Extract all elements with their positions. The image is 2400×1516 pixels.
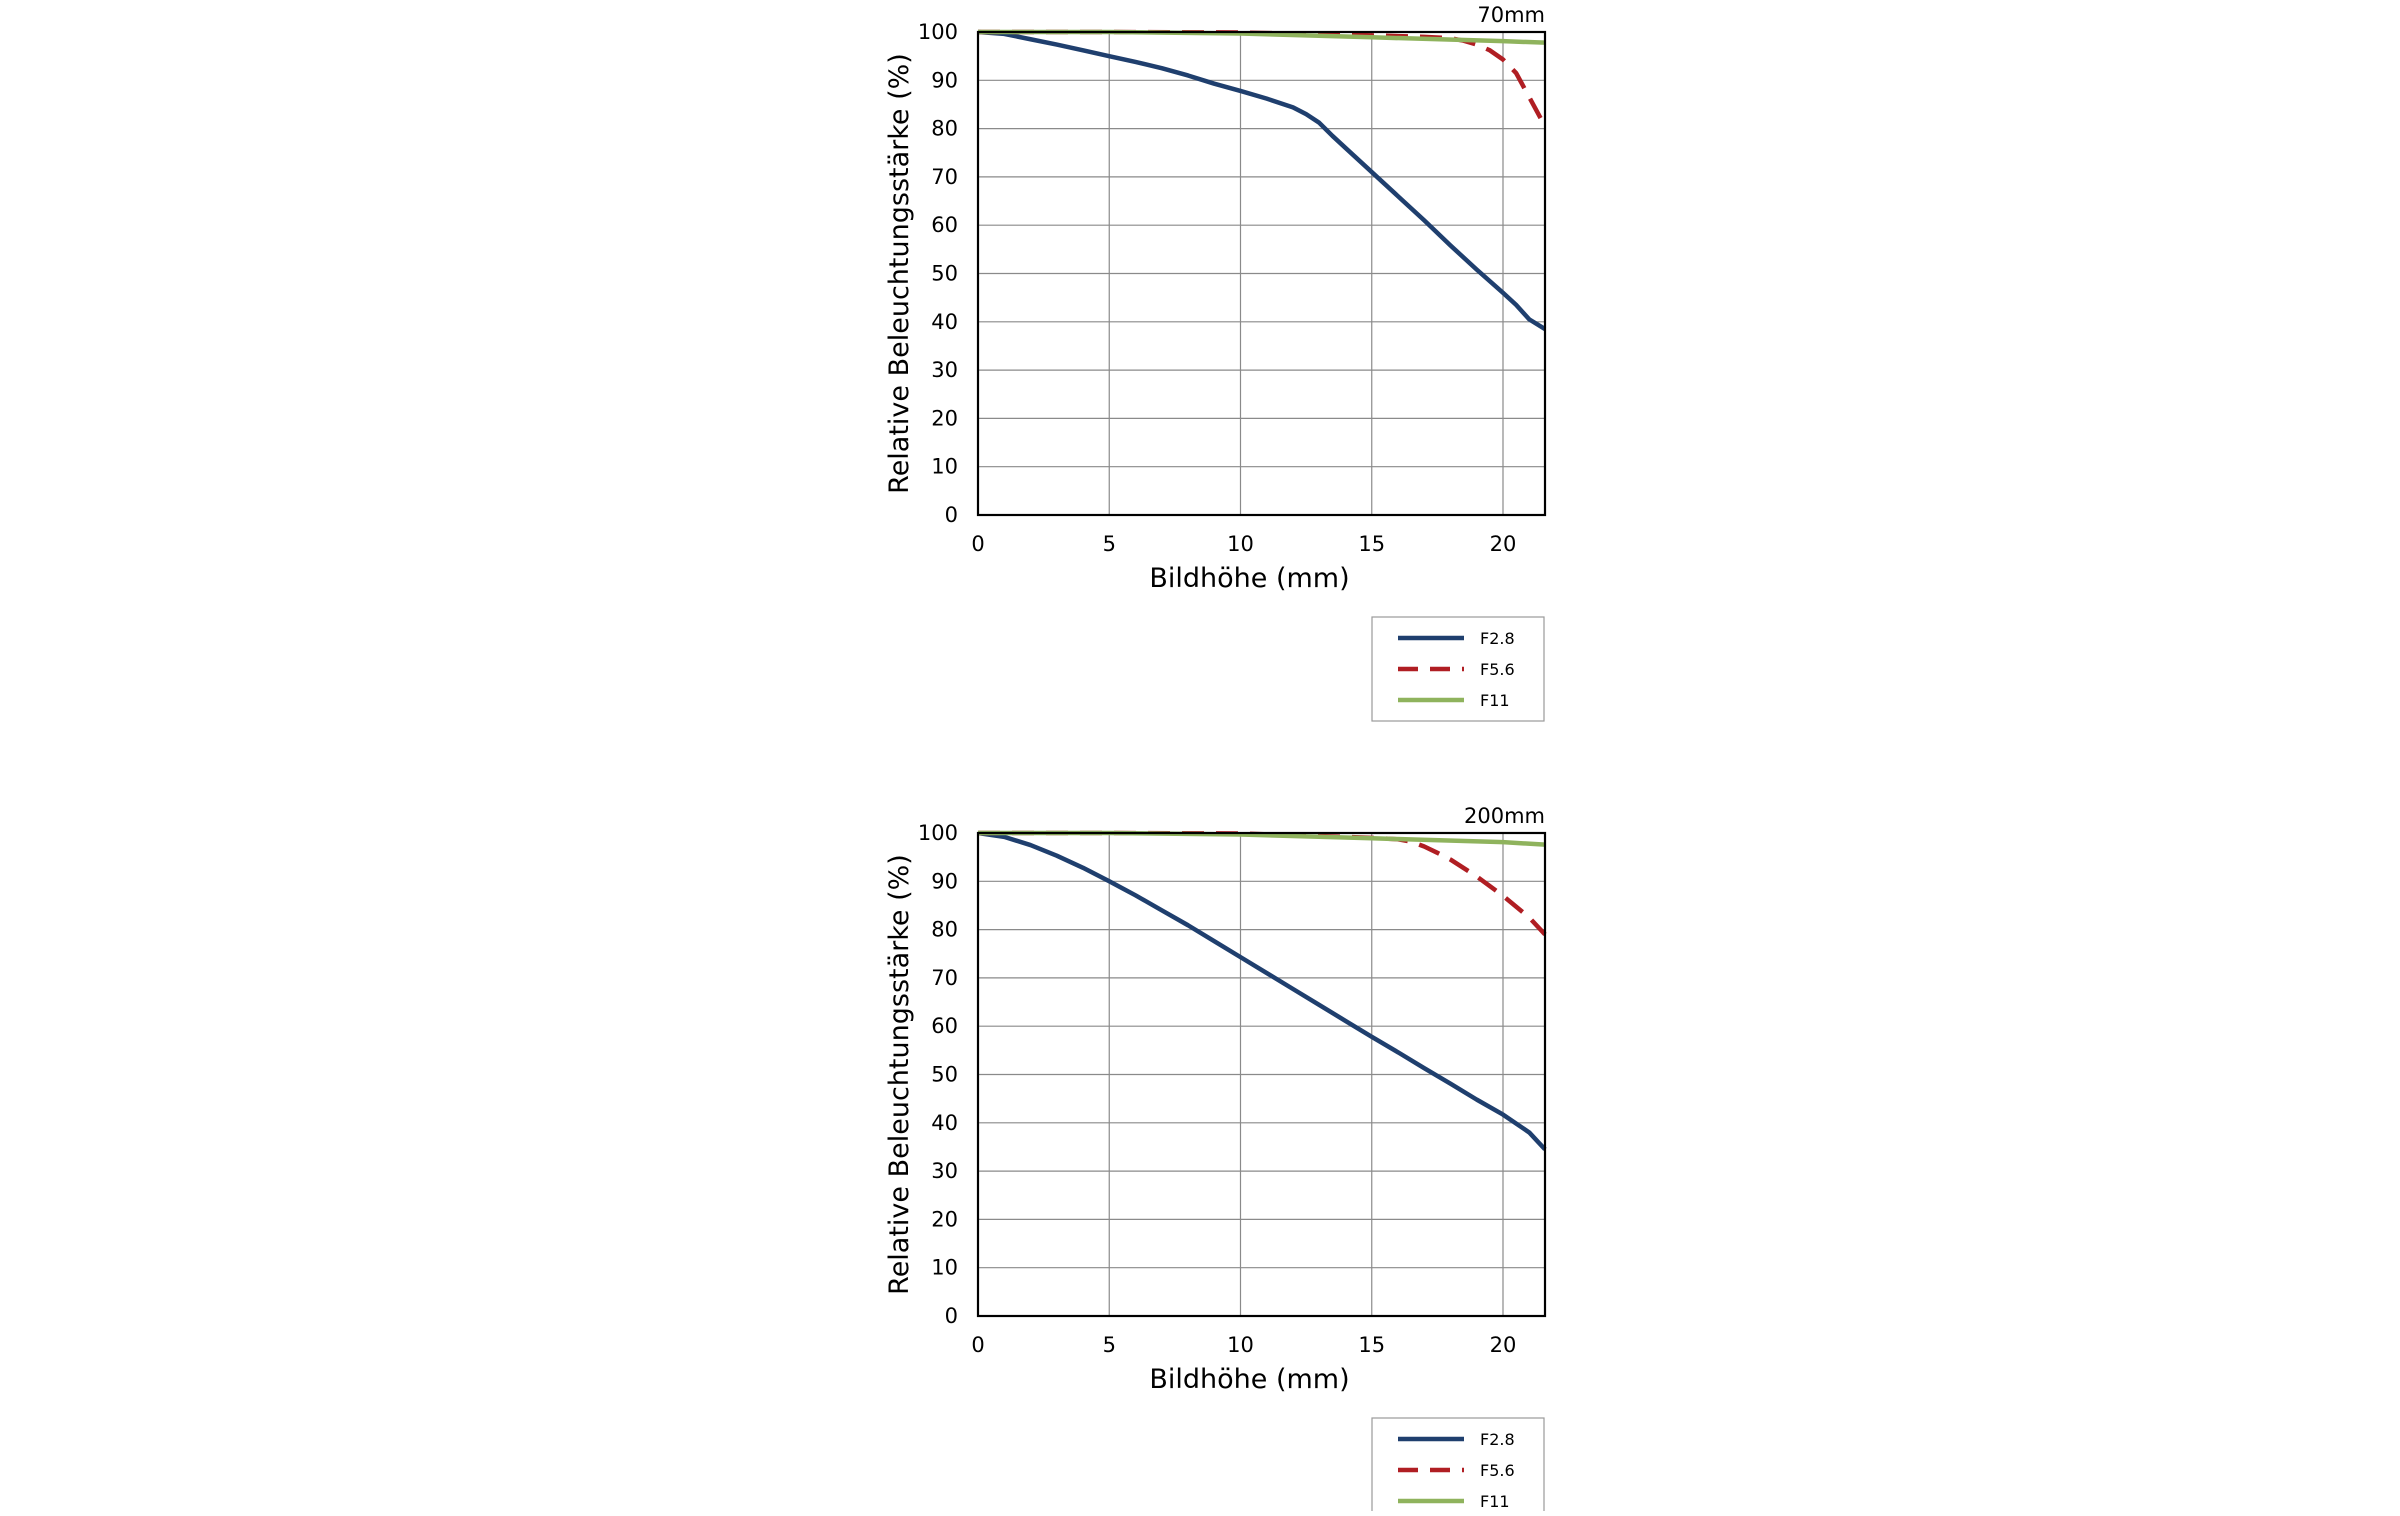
plot-frame	[976, 30, 1547, 517]
x-tick-label: 0	[971, 1333, 984, 1357]
y-tick-label: 20	[931, 1207, 958, 1231]
series-line-f2-8	[977, 830, 1547, 1151]
y-tick-label: 70	[931, 966, 958, 990]
legend: F2.8 F5.6 F11	[1371, 616, 1545, 722]
y-tick-label: 10	[931, 455, 958, 479]
x-tick-label: 10	[1227, 532, 1254, 556]
legend-box	[1371, 1417, 1545, 1516]
y-tick-label: 40	[931, 310, 958, 334]
y-tick-label: 50	[931, 262, 958, 286]
y-tick-label: 80	[931, 918, 958, 942]
chart-1: 0 5 10 15 20 0 10 20 30 40 50 60 70 80 90 100 200mm Bildh…	[884, 804, 1547, 1516]
y-axis-title: Relative Beleuchtungsstärke (%)	[884, 854, 915, 1295]
legend-label: F11	[1480, 1492, 1510, 1511]
chart-title: 70mm	[1477, 3, 1545, 27]
x-tick-label: 0	[971, 532, 984, 556]
legend-label: F5.6	[1480, 660, 1515, 679]
series-line-f2-8	[977, 29, 1547, 331]
plot-frame	[976, 831, 1547, 1318]
series-line-f11	[978, 29, 1546, 45]
y-tick-label: 60	[931, 1014, 958, 1038]
legend-label: F2.8	[1480, 1430, 1515, 1449]
legend-label: F5.6	[1480, 1461, 1515, 1480]
y-tick-label: 50	[931, 1063, 958, 1087]
y-tick-label: 80	[931, 117, 958, 141]
chart-0: 0 5 10 15 20 0 10 20 30 40 50 60 70 80 90 100 70mm Bildhö…	[884, 3, 1547, 722]
y-tick-label: 60	[931, 213, 958, 237]
y-tick-label: 10	[931, 1256, 958, 1280]
y-tick-label: 0	[945, 503, 958, 527]
x-tick-label: 10	[1227, 1333, 1254, 1357]
y-tick-label: 90	[931, 68, 958, 92]
x-tick-label: 15	[1358, 532, 1385, 556]
legend: F2.8 F5.6 F11	[1371, 1417, 1545, 1516]
y-tick-label: 100	[918, 821, 958, 845]
x-axis-title: Bildhöhe (mm)	[1149, 1364, 1349, 1395]
y-tick-label: 30	[931, 358, 958, 382]
x-tick-label: 20	[1490, 1333, 1517, 1357]
legend-box	[1371, 616, 1545, 722]
legend-label: F2.8	[1480, 629, 1515, 648]
y-tick-label: 40	[931, 1111, 958, 1135]
y-tick-label: 30	[931, 1159, 958, 1183]
x-tick-label: 5	[1103, 532, 1116, 556]
y-tick-label: 70	[931, 165, 958, 189]
series-line-f11	[978, 830, 1546, 847]
y-tick-label: 90	[931, 869, 958, 893]
y-tick-label: 0	[945, 1304, 958, 1328]
x-tick-label: 15	[1358, 1333, 1385, 1357]
x-tick-label: 5	[1103, 1333, 1116, 1357]
x-tick-label: 20	[1490, 532, 1517, 556]
x-axis-title: Bildhöhe (mm)	[1149, 563, 1349, 594]
legend-label: F11	[1480, 691, 1510, 710]
y-tick-label: 100	[918, 20, 958, 44]
series-line-f5-6	[978, 830, 1547, 936]
y-tick-label: 20	[931, 406, 958, 430]
chart-title: 200mm	[1464, 804, 1545, 828]
y-axis-title: Relative Beleuchtungsstärke (%)	[884, 53, 915, 494]
